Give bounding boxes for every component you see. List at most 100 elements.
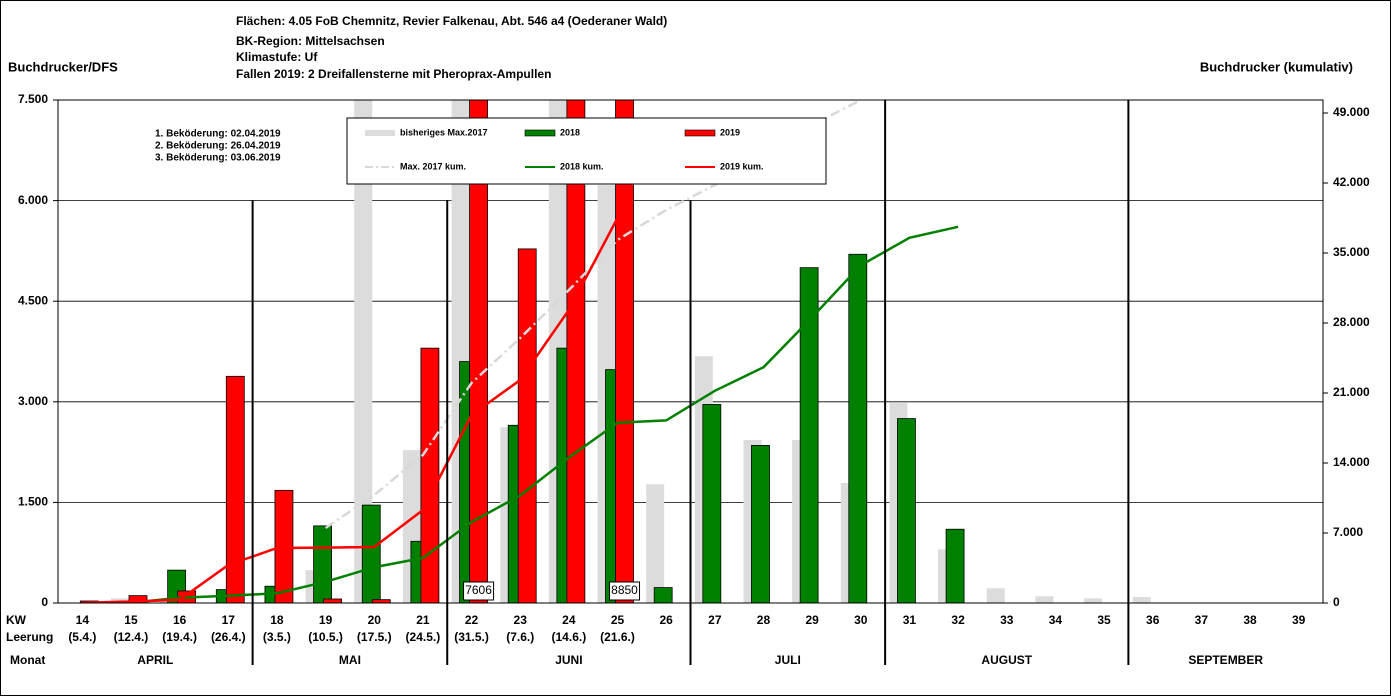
bar [323,598,342,603]
y2-tick-label: 49.000 [1333,105,1370,119]
legend-label: 2019 kum. [720,161,764,171]
bar [653,587,673,603]
bar [225,375,245,603]
y-tick-label: 1.500 [18,495,48,509]
header-line: Fallen 2019: 2 Dreifallensterne mit Pher… [236,67,551,81]
x-tick-label: 18 [270,613,284,627]
x-date-label: (5.4.) [68,630,96,644]
row-label: KW [6,613,27,627]
x-tick-label: 32 [951,613,965,627]
bar [361,504,381,603]
legend-swatch [365,130,395,136]
x-tick-label: 39 [1292,613,1306,627]
bar [751,444,770,603]
month-label: MAI [339,653,361,667]
bar [897,418,916,603]
annotation: 1. Beköderung: 02.04.2019 [155,129,281,140]
x-date-label: (14.6.) [552,630,587,644]
legend-label: Max. 2017 kum. [400,161,466,171]
bar [702,404,722,603]
x-tick-label: 38 [1243,613,1257,627]
x-tick-label: 35 [1097,613,1111,627]
month-label: AUGUST [981,653,1032,667]
x-date-label: (12.4.) [114,630,149,644]
bar [469,100,488,603]
row-label: Monat [10,653,45,667]
x-tick-label: 15 [124,613,138,627]
x-tick-label: 22 [465,613,479,627]
legend-label: 2018 kum. [560,161,604,171]
y2-axis-label: Buchdrucker (kumulativ) [1200,59,1353,74]
x-tick-label: 31 [903,613,917,627]
header-line: Klimastufe: Uf [236,50,318,64]
y2-tick-label: 21.000 [1333,385,1370,399]
y2-tick-label: 42.000 [1333,175,1370,189]
legend-label: 2019 [720,127,740,137]
y-tick-label: 7.500 [18,92,48,106]
x-date-label: (7.6.) [506,630,534,644]
x-date-label: (10.5.) [308,630,343,644]
bar [799,267,819,603]
bar [646,484,665,603]
x-tick-label: 14 [76,613,90,627]
month-label: JUNI [555,653,582,667]
label-box [463,581,495,601]
x-tick-label: 25 [611,613,625,627]
x-date-label: (17.5.) [357,630,392,644]
x-tick-label: 19 [319,613,333,627]
x-tick-label: 21 [416,613,430,627]
bar [1132,596,1151,603]
annotation: 2. Beköderung: 26.04.2019 [155,141,281,152]
bar [1035,596,1054,603]
month-label: JULI [775,653,801,667]
line-series [82,217,619,603]
line-series [82,225,959,603]
x-tick-label: 37 [1195,613,1209,627]
x-tick-label: 24 [562,613,576,627]
x-tick-label: 36 [1146,613,1160,627]
y2-tick-label: 14.000 [1333,455,1370,469]
bar [128,595,148,603]
y-tick-label: 6.000 [18,193,48,207]
x-tick-label: 34 [1049,613,1063,627]
data-label: 7606 [465,583,492,597]
header-line: Flächen: 4.05 FoB Chemnitz, Revier Falke… [236,14,667,28]
data-label: 8850 [611,583,638,597]
header-line: BK-Region: Mittelsachsen [236,34,385,48]
x-tick-label: 16 [173,613,187,627]
bar [354,100,373,603]
legend-label: 2018 [560,127,580,137]
x-tick-label: 23 [514,613,528,627]
bar [848,253,868,603]
annotation: 3. Beköderung: 03.06.2019 [155,153,281,164]
x-tick-label: 26 [659,613,673,627]
x-tick-label: 30 [854,613,868,627]
legend-label: bisheriges Max.2017 [400,127,488,137]
month-label: SEPTEMBER [1188,653,1263,667]
bar [986,588,1005,603]
y-tick-label: 4.500 [18,293,48,307]
y2-tick-label: 28.000 [1333,315,1370,329]
x-date-label: (19.4.) [162,630,197,644]
legend-swatch [684,129,716,137]
bar [313,525,332,603]
y-axis-label: Buchdrucker/DFS [8,59,118,74]
bar [945,528,965,603]
bar [371,599,391,603]
row-label: Leerung [6,630,53,644]
y2-tick-label: 35.000 [1333,245,1370,259]
x-date-label: (31.5.) [454,630,489,644]
y2-tick-label: 7.000 [1333,525,1363,539]
x-tick-label: 20 [368,613,382,627]
y2-tick-label: 0 [1333,595,1340,609]
y-tick-label: 3.000 [18,394,48,408]
y-tick-label: 0 [41,595,48,609]
x-date-label: (26.4.) [211,630,246,644]
bar [420,347,440,603]
x-date-label: (21.6.) [600,630,635,644]
x-tick-label: 27 [708,613,722,627]
month-label: APRIL [137,653,173,667]
x-date-label: (3.5.) [263,630,291,644]
bar [1084,598,1103,603]
